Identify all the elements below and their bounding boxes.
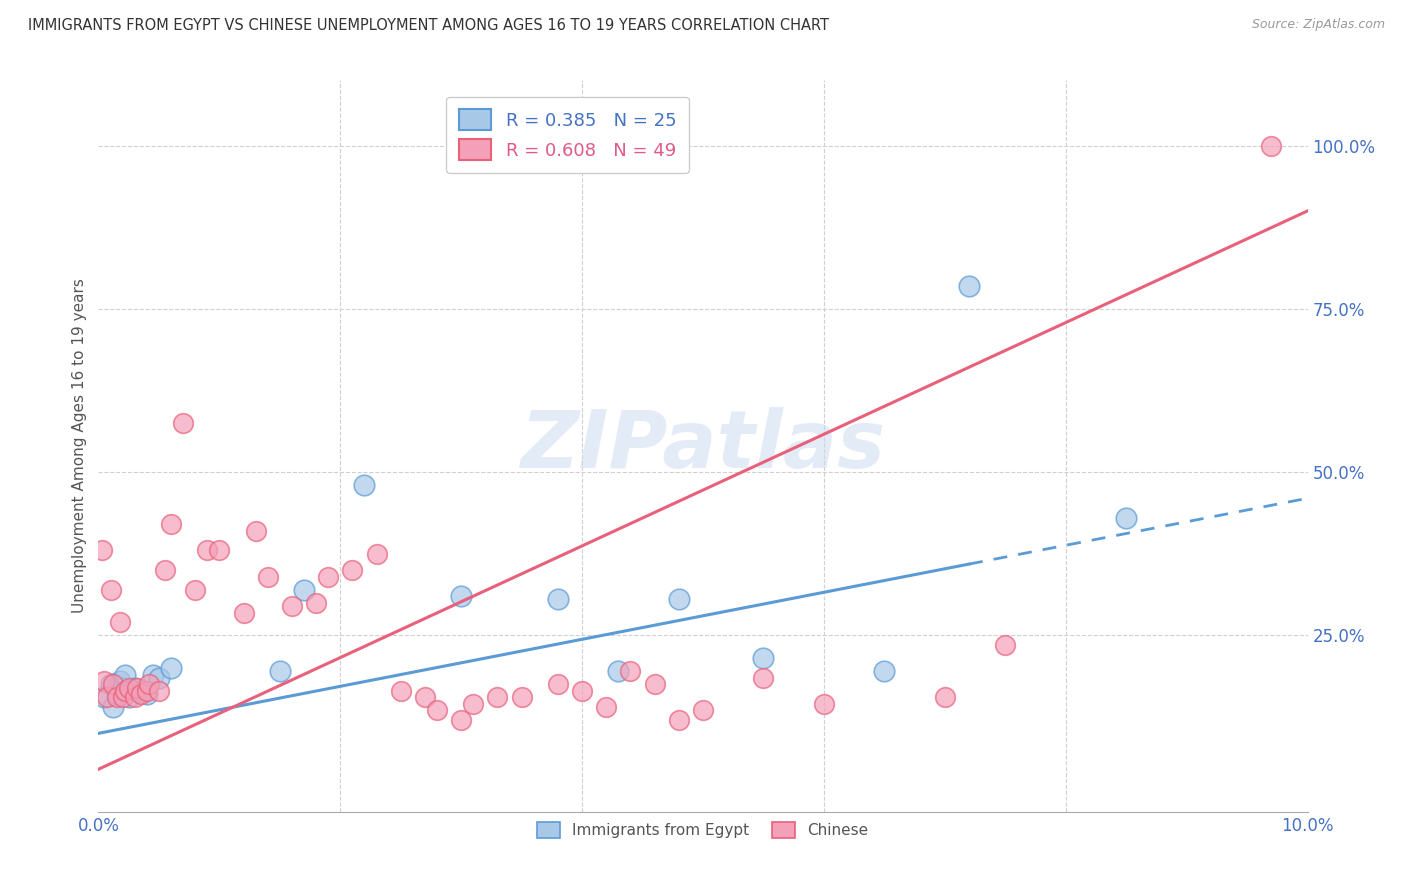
Point bbox=[148, 671, 170, 685]
Point bbox=[619, 665, 641, 679]
Point bbox=[160, 661, 183, 675]
Point bbox=[692, 704, 714, 718]
Point bbox=[281, 599, 304, 613]
Point bbox=[571, 684, 593, 698]
Text: ZIPatlas: ZIPatlas bbox=[520, 407, 886, 485]
Point bbox=[547, 592, 569, 607]
Point bbox=[108, 674, 131, 689]
Point bbox=[108, 615, 131, 630]
Point bbox=[153, 563, 176, 577]
Point bbox=[934, 690, 956, 705]
Point bbox=[463, 697, 485, 711]
Point bbox=[353, 478, 375, 492]
Point bbox=[450, 714, 472, 728]
Point bbox=[127, 681, 149, 695]
Point bbox=[135, 687, 157, 701]
Point bbox=[813, 697, 835, 711]
Point bbox=[129, 684, 152, 698]
Point bbox=[607, 665, 630, 679]
Point bbox=[142, 667, 165, 681]
Point bbox=[129, 687, 152, 701]
Point bbox=[96, 690, 118, 705]
Point bbox=[547, 677, 569, 691]
Point bbox=[269, 665, 291, 679]
Point bbox=[994, 638, 1017, 652]
Point bbox=[118, 690, 141, 705]
Point bbox=[342, 563, 364, 577]
Y-axis label: Unemployment Among Ages 16 to 19 years: Unemployment Among Ages 16 to 19 years bbox=[72, 278, 87, 614]
Point bbox=[208, 543, 231, 558]
Point bbox=[752, 651, 775, 665]
Point bbox=[245, 524, 267, 538]
Point bbox=[114, 667, 136, 681]
Point bbox=[100, 677, 122, 691]
Point bbox=[668, 714, 690, 728]
Point bbox=[752, 671, 775, 685]
Text: Source: ZipAtlas.com: Source: ZipAtlas.com bbox=[1251, 18, 1385, 31]
Point bbox=[172, 416, 194, 430]
Point bbox=[148, 684, 170, 698]
Point bbox=[873, 665, 896, 679]
Point bbox=[1260, 138, 1282, 153]
Point bbox=[93, 674, 115, 689]
Point bbox=[93, 690, 115, 705]
Point bbox=[644, 677, 666, 691]
Point bbox=[426, 704, 449, 718]
Point bbox=[957, 279, 980, 293]
Point bbox=[105, 687, 128, 701]
Point bbox=[124, 681, 146, 695]
Point bbox=[101, 677, 124, 691]
Point bbox=[305, 596, 328, 610]
Point bbox=[256, 569, 278, 583]
Point bbox=[450, 589, 472, 603]
Point bbox=[100, 582, 122, 597]
Point bbox=[114, 684, 136, 698]
Text: IMMIGRANTS FROM EGYPT VS CHINESE UNEMPLOYMENT AMONG AGES 16 TO 19 YEARS CORRELAT: IMMIGRANTS FROM EGYPT VS CHINESE UNEMPLO… bbox=[28, 18, 830, 33]
Point bbox=[1115, 511, 1137, 525]
Point bbox=[232, 606, 254, 620]
Point bbox=[195, 543, 218, 558]
Point bbox=[413, 690, 436, 705]
Point bbox=[111, 681, 134, 695]
Point bbox=[160, 517, 183, 532]
Point bbox=[510, 690, 533, 705]
Point bbox=[105, 690, 128, 705]
Point bbox=[595, 700, 617, 714]
Point bbox=[292, 582, 315, 597]
Point bbox=[316, 569, 339, 583]
Legend: Immigrants from Egypt, Chinese: Immigrants from Egypt, Chinese bbox=[531, 816, 875, 845]
Point bbox=[118, 681, 141, 695]
Point bbox=[111, 690, 134, 705]
Point bbox=[101, 700, 124, 714]
Point bbox=[668, 592, 690, 607]
Point bbox=[389, 684, 412, 698]
Point bbox=[91, 543, 114, 558]
Point bbox=[124, 690, 146, 705]
Point bbox=[486, 690, 509, 705]
Point bbox=[184, 582, 207, 597]
Point bbox=[135, 684, 157, 698]
Point bbox=[366, 547, 388, 561]
Point bbox=[138, 677, 160, 691]
